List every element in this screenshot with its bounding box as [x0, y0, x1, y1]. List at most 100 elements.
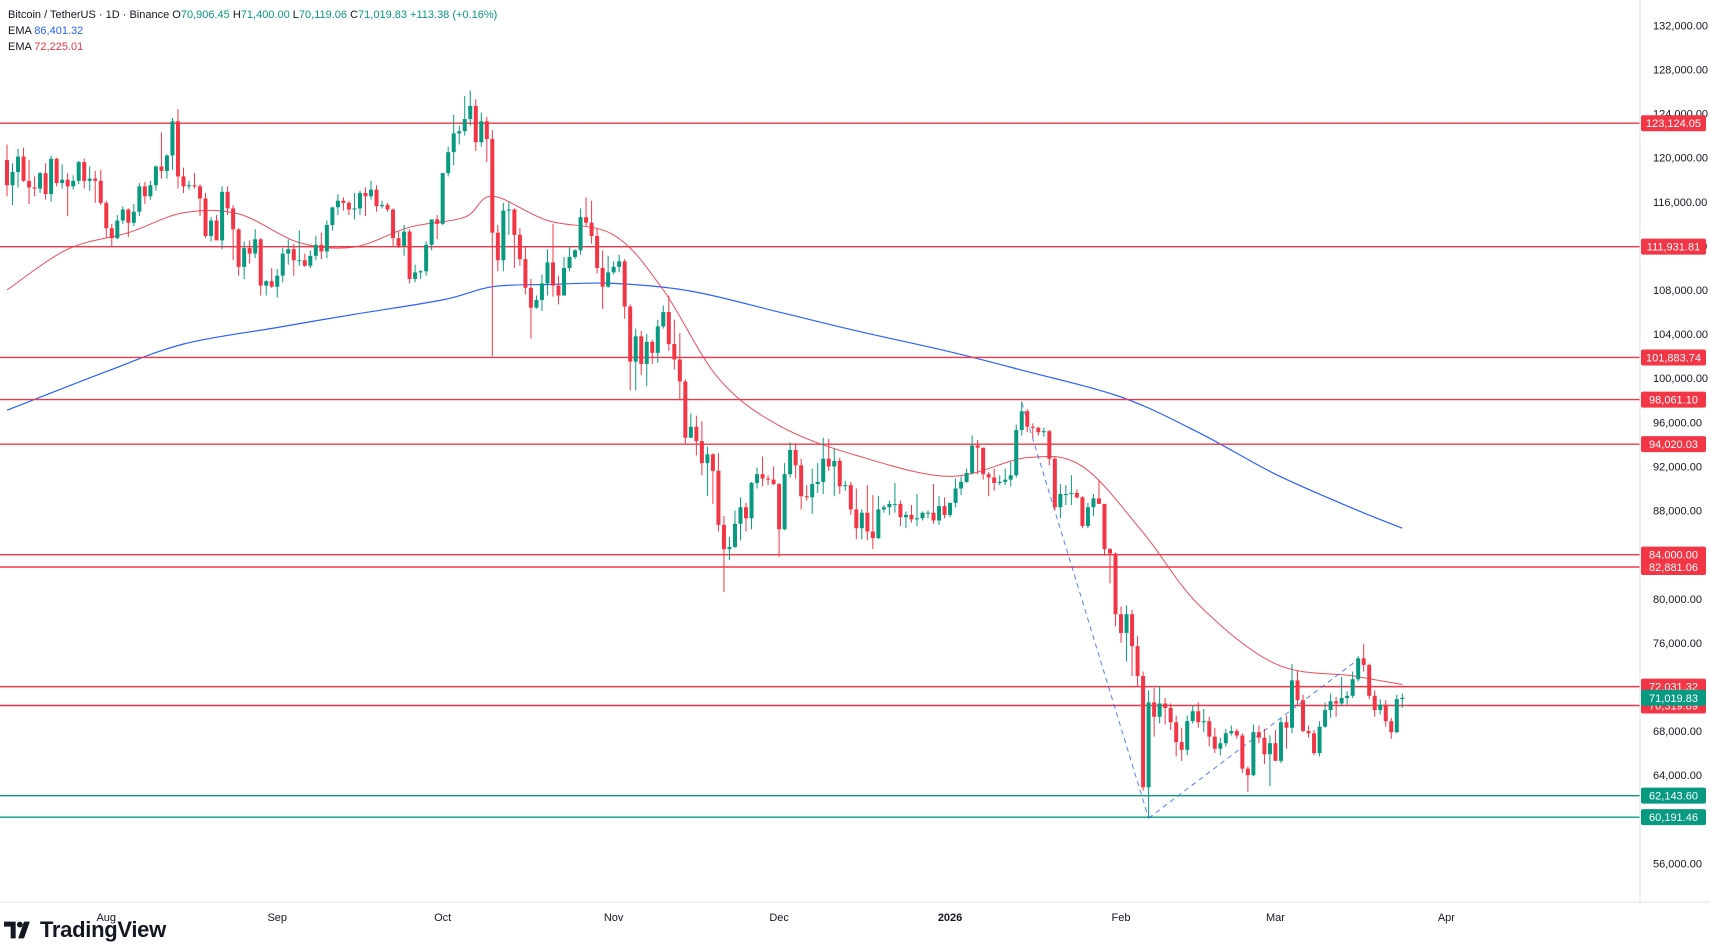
candle	[1047, 430, 1052, 466]
trend-lines-layer	[1021, 402, 1359, 819]
level-badge-bg	[1641, 558, 1706, 575]
candle-body	[1152, 702, 1157, 717]
candle-body	[126, 209, 131, 223]
symbol-title[interactable]: Bitcoin / TetherUS · 1D · Binance	[8, 9, 170, 21]
y-tick-label: 92,000.00	[1653, 461, 1702, 473]
candle-body	[1262, 737, 1267, 755]
candle-body	[209, 220, 214, 236]
candle	[1063, 485, 1068, 506]
candle	[1196, 702, 1201, 728]
candle	[1356, 656, 1361, 682]
candle	[468, 90, 473, 126]
candle	[1267, 735, 1272, 787]
candle-body	[352, 208, 357, 210]
ema-fast-legend[interactable]: EMA 86,401.32	[8, 25, 83, 37]
candle	[363, 187, 368, 217]
tradingview-logo[interactable]: TradingView	[4, 917, 166, 943]
candle	[21, 147, 26, 182]
candle-body	[970, 445, 975, 474]
candle-body	[1301, 700, 1306, 732]
candle	[220, 186, 225, 250]
candle-body	[1273, 743, 1278, 761]
ema-slow-legend[interactable]: EMA 72,225.01	[8, 41, 83, 53]
candle	[424, 241, 429, 276]
candle-body	[1223, 733, 1228, 744]
y-tick-label: 104,000.00	[1653, 329, 1708, 341]
candle	[865, 485, 870, 541]
candle-body	[1091, 498, 1096, 508]
candle-body	[192, 185, 197, 187]
candle	[43, 163, 48, 200]
candle	[1240, 733, 1245, 773]
candle	[738, 497, 743, 541]
candle	[606, 255, 611, 288]
candle	[104, 200, 109, 239]
candle	[562, 256, 567, 296]
x-tick-label: Oct	[434, 912, 451, 924]
candle-body	[1157, 703, 1162, 717]
candle	[859, 509, 864, 540]
candle	[523, 247, 528, 295]
candle-body	[573, 250, 578, 257]
candle	[462, 95, 467, 136]
candle-body	[523, 259, 528, 288]
candle	[661, 305, 666, 329]
candle	[567, 245, 572, 272]
candle-body	[424, 244, 429, 272]
close-label: C	[350, 9, 359, 21]
candle	[666, 295, 671, 351]
candle	[164, 154, 169, 179]
candle-body	[672, 344, 677, 360]
candle	[1273, 729, 1278, 761]
candle	[1345, 691, 1350, 705]
candle	[1168, 703, 1173, 730]
y-tick-label: 116,000.00	[1653, 197, 1707, 209]
candle-body	[639, 336, 644, 364]
candle-body	[159, 166, 164, 171]
candle	[799, 458, 804, 510]
candle-body	[1212, 736, 1217, 749]
candle	[655, 319, 660, 363]
candle-body	[1030, 426, 1035, 428]
candle-body	[407, 231, 412, 279]
candle	[402, 224, 407, 256]
candle-body	[865, 512, 870, 532]
candle-body	[186, 185, 191, 187]
candle-body	[1345, 695, 1350, 699]
candle	[633, 328, 638, 391]
candle	[1278, 717, 1283, 764]
candle-body	[402, 231, 407, 246]
last-price-badge-bg	[1641, 689, 1706, 706]
ema-slow-label: EMA	[8, 41, 32, 53]
candle-body	[512, 209, 517, 235]
candle-body	[374, 189, 379, 207]
candle-body	[1163, 703, 1168, 708]
candle	[688, 413, 693, 438]
candle	[1361, 643, 1366, 672]
candle	[115, 215, 120, 240]
candle	[457, 125, 462, 145]
candle	[1229, 725, 1234, 736]
candle	[804, 485, 809, 501]
candle-body	[810, 484, 815, 498]
candle-body	[1245, 768, 1250, 776]
candle	[5, 144, 9, 197]
candle	[1207, 716, 1212, 747]
candle-body	[755, 474, 760, 483]
time-axis[interactable]: Aug Sep Oct Nov Dec 2026 Feb Mar Apr	[96, 912, 1455, 924]
level-badge-bg	[1641, 809, 1706, 826]
x-tick-label: Dec	[769, 912, 789, 924]
candle	[1339, 677, 1344, 706]
candle	[1019, 401, 1024, 436]
candle-body	[1323, 710, 1328, 727]
candle-body	[109, 228, 114, 239]
candle-body	[1190, 711, 1195, 722]
candle	[782, 463, 787, 531]
candle	[87, 166, 92, 191]
candle	[1108, 548, 1112, 584]
candle-body	[959, 481, 964, 489]
candle	[291, 243, 296, 276]
candle-body	[986, 474, 991, 478]
brand-name: TradingView	[40, 917, 166, 942]
